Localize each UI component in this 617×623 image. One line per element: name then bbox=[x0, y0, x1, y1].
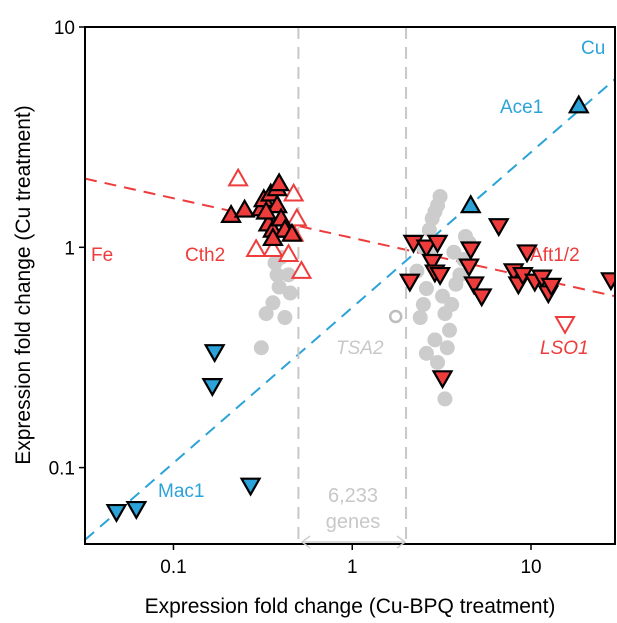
data-points bbox=[105, 94, 615, 524]
gray-open-circle-point-1 bbox=[388, 309, 403, 324]
gray-circle-point-4 bbox=[271, 279, 287, 295]
red-up-filled-point-9 bbox=[266, 194, 289, 214]
red-up-open-point-7 bbox=[286, 207, 308, 227]
blue-down-triangle-point-2 bbox=[125, 500, 148, 521]
red-up-open-point-1 bbox=[227, 167, 249, 187]
red-down-filled-point-3 bbox=[415, 239, 438, 259]
x-axis-title: Expression fold change (Cu-BPQ treatment… bbox=[145, 595, 556, 618]
gray-circle-point-14 bbox=[418, 281, 434, 297]
blue-down-triangle-point-5 bbox=[239, 477, 262, 497]
red-down-filled-point-6 bbox=[426, 234, 449, 254]
blue-up-triangle-point-1 bbox=[567, 94, 590, 114]
tsa2-label: TSA2 bbox=[336, 338, 384, 359]
red-down-filled-point-11 bbox=[463, 276, 485, 296]
y-tick-label-1: 0.1 bbox=[49, 459, 75, 480]
red-down-filled-point-12 bbox=[470, 288, 493, 308]
fe-line-label: Fe bbox=[91, 245, 113, 266]
cth2-label: Cth2 bbox=[185, 245, 225, 266]
red-down-filled-point-21 bbox=[540, 277, 563, 297]
gray-circle-point-25 bbox=[452, 267, 468, 283]
gray-circle-point-8 bbox=[277, 310, 293, 326]
gray-circle-point-1 bbox=[253, 340, 269, 356]
red-down-filled-point-9 bbox=[458, 258, 480, 278]
x-tick-label-3: 10 bbox=[520, 557, 541, 578]
blue-down-triangle-point-4 bbox=[201, 378, 224, 398]
red-up-open-point-3 bbox=[262, 238, 284, 257]
red-down-filled-point-13 bbox=[487, 218, 510, 238]
gray-circle-point-29 bbox=[439, 340, 455, 356]
gray-circle-point-32 bbox=[437, 391, 453, 407]
genes-unit-label: genes bbox=[326, 511, 381, 533]
red-up-open-point-4 bbox=[277, 243, 300, 262]
threshold-lines bbox=[297, 27, 408, 544]
lso1-label: LSO1 bbox=[540, 338, 589, 359]
gray-circle-point-33 bbox=[427, 332, 443, 348]
x-tick-label-1: 0.1 bbox=[160, 557, 186, 578]
gray-circle-point-2 bbox=[258, 306, 274, 322]
red-up-open-point-8 bbox=[290, 260, 313, 279]
gray-circle-point-13 bbox=[415, 296, 431, 312]
gray-circle-point-30 bbox=[418, 345, 434, 361]
y-tick-label-3: 10 bbox=[54, 18, 75, 39]
red-down-filled-point-22 bbox=[600, 272, 615, 292]
x-tick-label-2: 1 bbox=[347, 557, 358, 578]
red-up-filled-point-15 bbox=[255, 200, 278, 220]
gray-circle-point-12 bbox=[412, 310, 428, 326]
axes: 0.1 1 10 0.1 1 10 bbox=[49, 18, 542, 578]
red-down-filled-point-17 bbox=[516, 244, 538, 264]
red-up-filled-point-10 bbox=[268, 172, 291, 192]
gray-circle-point-31 bbox=[430, 354, 446, 370]
genes-count-label: 6,233 bbox=[328, 485, 378, 507]
red-up-filled-point-14 bbox=[262, 226, 284, 247]
gray-circle-point-36 bbox=[446, 244, 462, 260]
red-down-filled-point-7 bbox=[429, 266, 451, 287]
gray-circle-point-34 bbox=[421, 222, 437, 238]
gray-circle-point-3 bbox=[265, 295, 281, 311]
red-down-filled-point-4 bbox=[421, 253, 444, 273]
gray-circle-point-19 bbox=[432, 189, 448, 205]
cu-regression-line bbox=[85, 78, 615, 541]
red-up-filled-point-2 bbox=[233, 198, 256, 218]
red-up-open-point-2 bbox=[245, 238, 267, 257]
mac1-label: Mac1 bbox=[158, 481, 204, 502]
red-down-open-point-1 bbox=[554, 315, 576, 335]
gray-circle-point-23 bbox=[444, 296, 460, 312]
blue-up-triangle-point-2 bbox=[459, 194, 482, 214]
reference-lines bbox=[85, 78, 615, 541]
plot-frame bbox=[84, 26, 616, 545]
red-up-filled-point-13 bbox=[281, 222, 303, 242]
cu-line-label: Cu bbox=[581, 38, 605, 59]
gray-circle-point-9 bbox=[282, 285, 298, 301]
y-tick-label-2: 1 bbox=[64, 238, 75, 259]
ace1-label: Ace1 bbox=[500, 97, 543, 118]
genes-range-arrow bbox=[300, 535, 407, 549]
red-down-filled-point-8 bbox=[431, 370, 454, 390]
red-down-filled-point-10 bbox=[459, 241, 482, 261]
red-down-filled-point-1 bbox=[398, 273, 421, 293]
red-up-open-point-6 bbox=[282, 182, 305, 202]
gray-circle-point-22 bbox=[442, 322, 458, 338]
gray-circle-point-5 bbox=[269, 267, 285, 283]
red-up-filled-point-1 bbox=[220, 203, 242, 223]
blue-down-triangle-point-3 bbox=[203, 344, 226, 364]
y-axis-title: Expression fold change (Cu treatment) bbox=[12, 105, 35, 465]
blue-down-triangle-point-1 bbox=[105, 503, 128, 524]
fe-regression-line bbox=[85, 177, 615, 298]
aft-label: Aft1/2 bbox=[530, 245, 580, 266]
